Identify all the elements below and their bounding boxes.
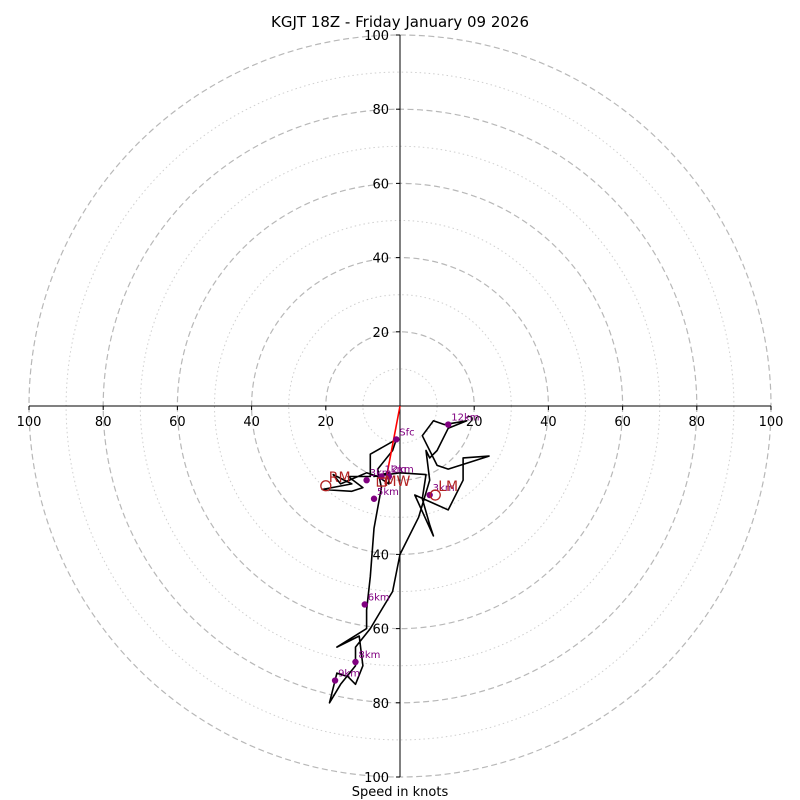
height-marker-label: 8km [358,650,380,661]
height-marker-dot [385,473,393,480]
chart-title: KGJT 18Z - Friday January 09 2026 [271,13,529,31]
y-tick-label: 20 [372,326,389,341]
y-tick-label: 80 [372,697,389,712]
x-tick-label: 60 [614,415,631,430]
height-marker-label: 9km [338,669,360,680]
height-marker-label: 2km [392,464,414,475]
mean-wind-label: MW [384,474,410,490]
height-marker-dot [370,495,378,502]
mean-wind-marker [376,477,387,487]
height-marker-dot [363,477,370,484]
x-tick-label: 40 [540,415,557,430]
x-tick-label: 80 [95,415,112,430]
y-tick-label: 100 [364,771,389,786]
height-marker-label: 5km [377,487,399,498]
tick-labels: 100 80 60 40 20 20 40 60 80 100 100 80 60 40 20 40 60 80 1… [17,29,784,786]
y-tick-label: 100 [364,29,389,44]
y-tick-label: 40 [372,252,389,267]
x-tick-label: 60 [169,415,186,430]
storm-motion-rm-label: RM [329,470,351,486]
y-tick-label: 40 [372,548,389,563]
y-tick-label: 60 [372,177,389,192]
hodograph-line [321,419,490,704]
x-tick-label: 100 [759,415,784,430]
storm-motion-markers: RM LM MW [320,470,458,501]
height-marker-label: 12km [451,413,479,424]
y-tick-label: 60 [372,623,389,638]
storm-motion-lm-marker [429,489,441,501]
x-tick-label: 80 [689,415,706,430]
storm-motion-lm-label: LM [438,479,458,495]
height-marker-dot [361,601,368,608]
x-tick-label: 40 [243,415,260,430]
height-marker-label: Sfc [399,427,414,438]
height-marker-dot [445,421,452,428]
hodograph-trace [321,419,490,704]
bulk-shear-line [384,405,401,485]
height-marker-label: 3km [433,483,455,494]
y-tick-label: 80 [372,103,389,118]
shear-vector [384,405,401,485]
height-marker-dot [393,436,400,443]
x-tick-label: 100 [17,415,42,430]
height-marker-label: 1km [384,464,406,475]
height-marker-dot [331,677,339,684]
height-marker-label: 6km [368,592,390,603]
height-marker-dot [352,658,359,666]
storm-motion-rm-marker [320,480,332,492]
x-tick-label: 20 [466,415,483,430]
height-marker-label: 3km [370,468,392,479]
x-axis-label: Speed in knots [352,785,449,800]
x-tick-label: 20 [318,415,335,430]
